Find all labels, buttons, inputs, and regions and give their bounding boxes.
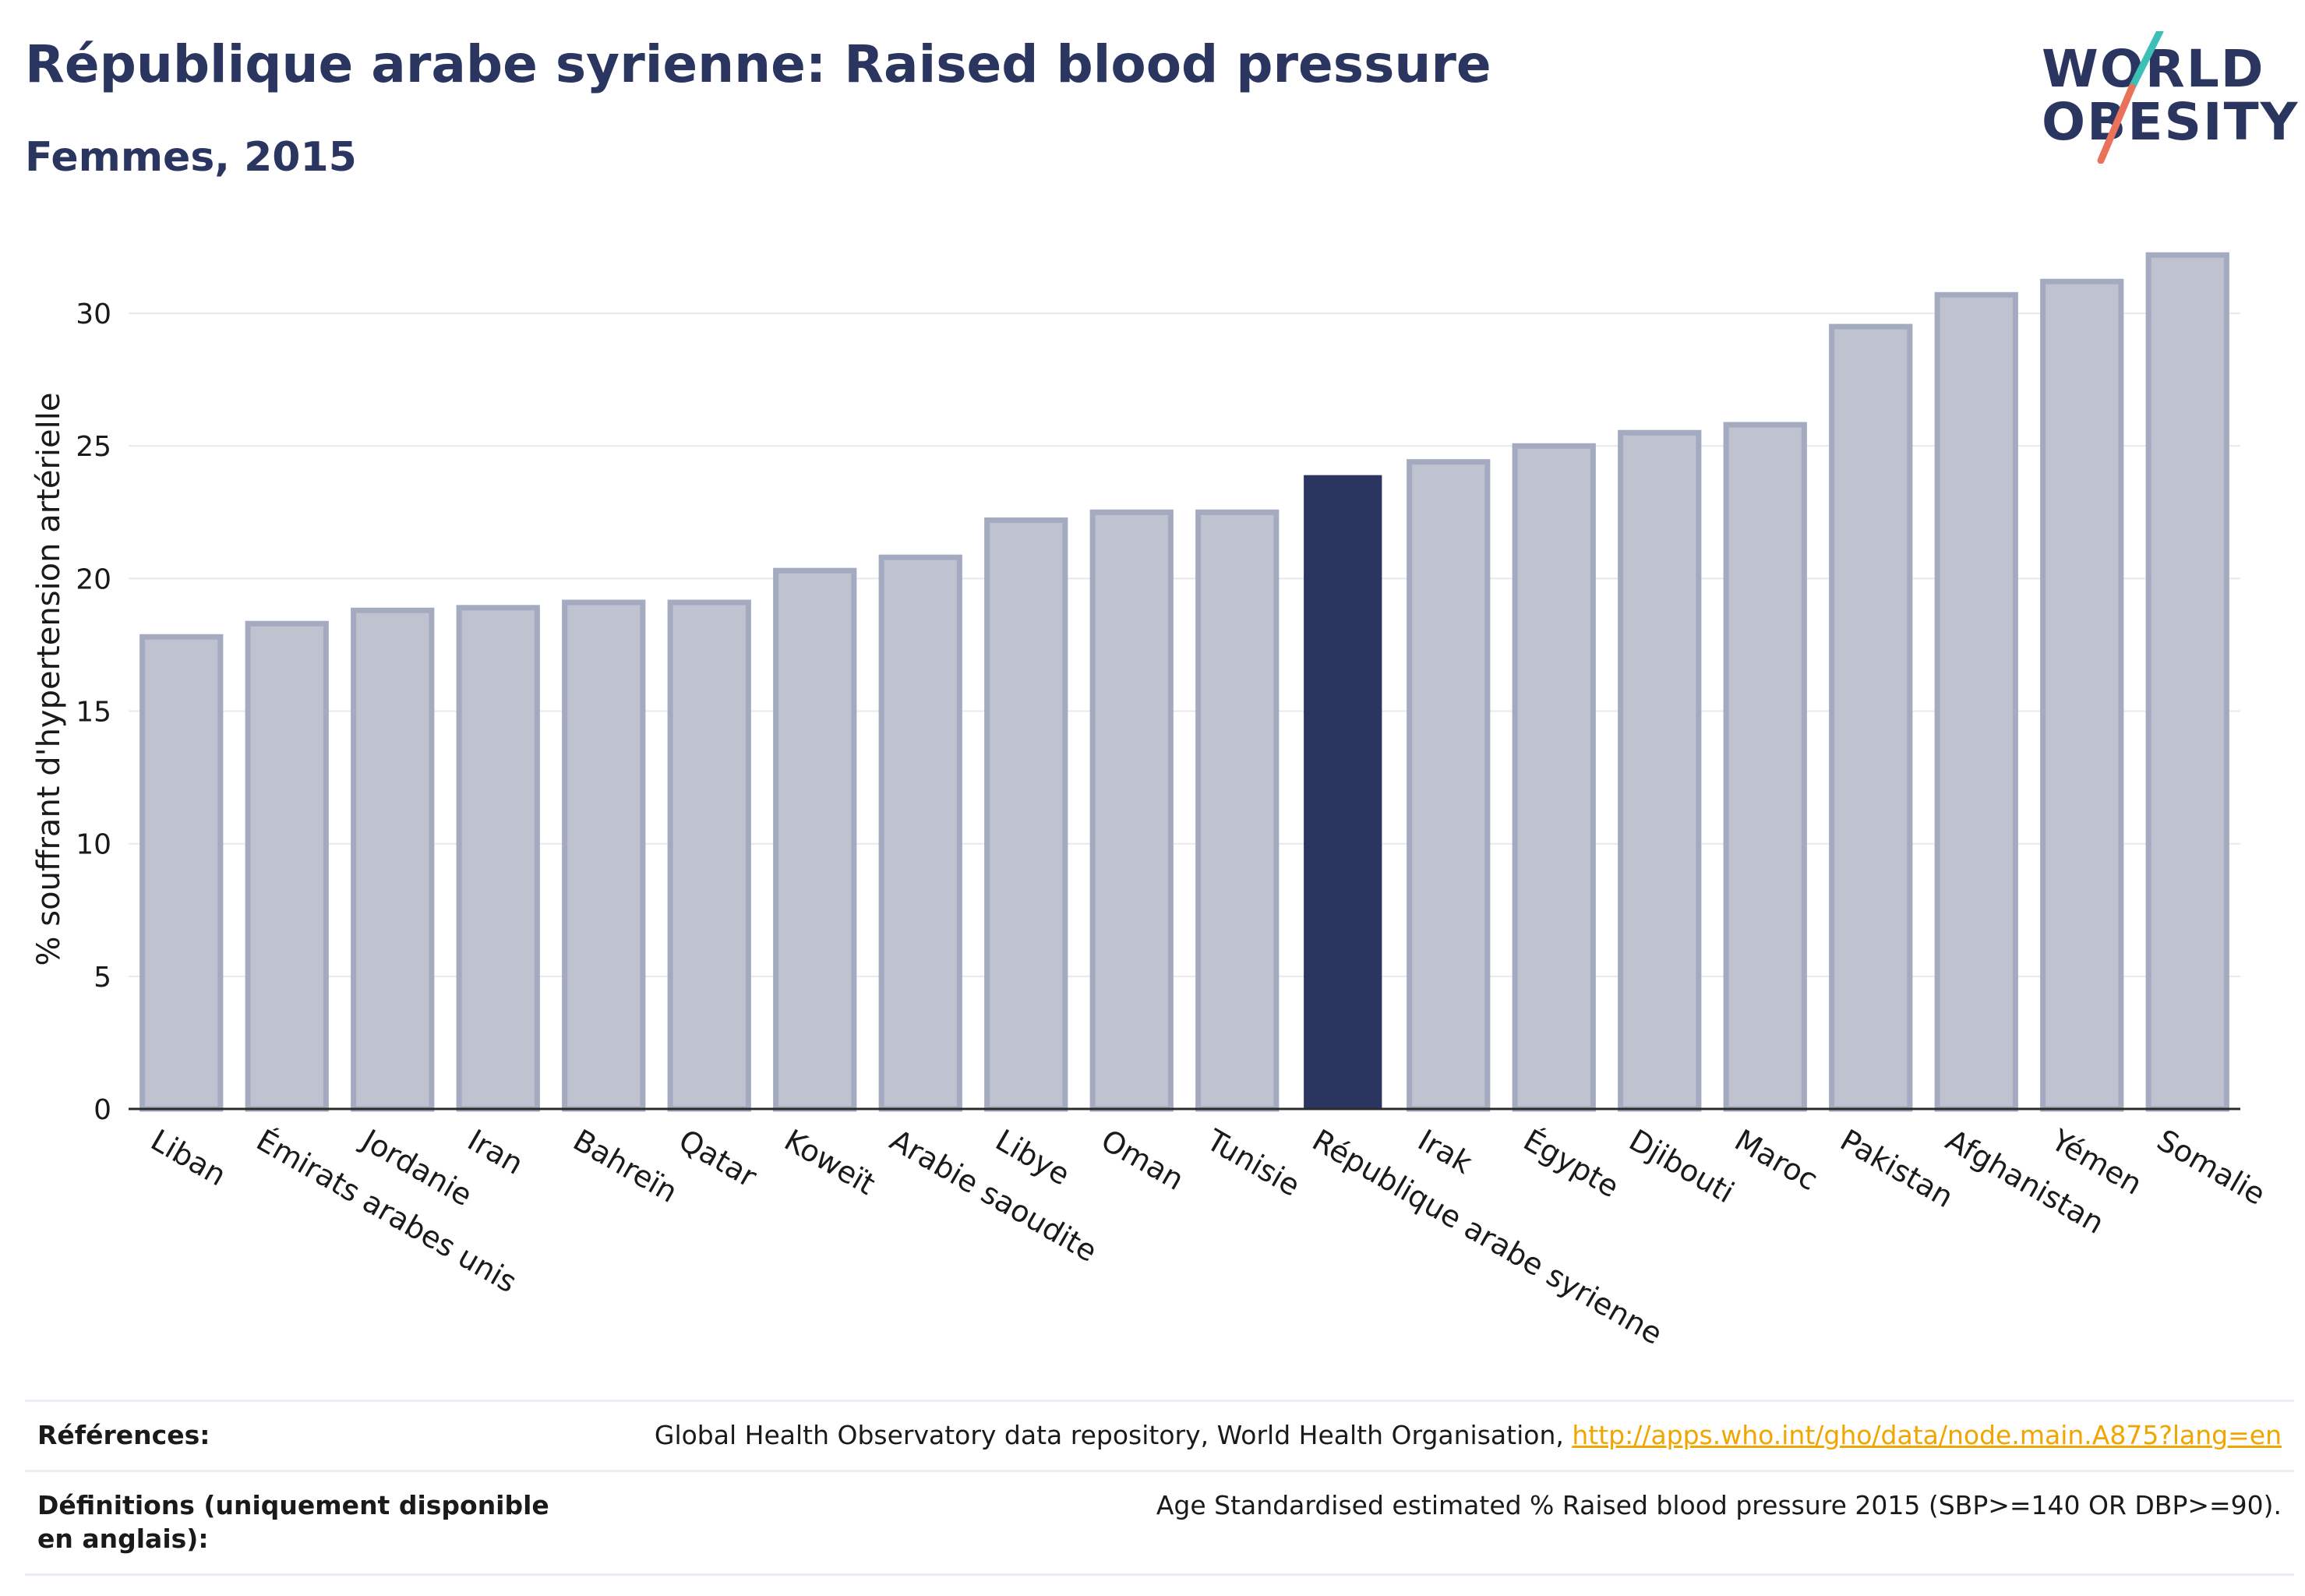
y-tick-label: 20 — [76, 563, 111, 595]
bar — [456, 605, 540, 1112]
bars — [139, 252, 2229, 1112]
bar — [1195, 509, 1280, 1112]
references-label: Références: — [37, 1420, 210, 1450]
chart-title: République arabe syrienne: Raised blood … — [25, 34, 1491, 94]
x-tick-label: Iran — [462, 1123, 529, 1181]
definitions-label: Définitions (uniquement disponible en an… — [37, 1489, 549, 1554]
bar — [2145, 252, 2229, 1112]
x-tick-label: Qatar — [673, 1123, 763, 1195]
x-tick-label: Irak — [1412, 1123, 1477, 1181]
bar — [984, 517, 1068, 1112]
footer-row-definitions: Définitions (uniquement disponible en an… — [25, 1469, 2294, 1576]
y-tick-label: 25 — [76, 431, 111, 463]
bar — [667, 599, 751, 1112]
bar — [2040, 278, 2124, 1112]
logo-slash-icon — [2097, 31, 2164, 164]
bar-highlighted — [1304, 475, 1382, 1109]
references-link[interactable]: http://apps.who.int/gho/data/node.main.A… — [1572, 1420, 2282, 1450]
y-tick-label: 10 — [76, 829, 111, 861]
bar — [1934, 291, 2018, 1112]
bar — [245, 620, 329, 1112]
definitions-value: Age Standardised estimated % Raised bloo… — [1156, 1489, 2282, 1520]
x-tick-label: Égypte — [1518, 1123, 1625, 1205]
y-tick-label: 5 — [94, 962, 111, 994]
bar — [1407, 459, 1491, 1112]
y-tick-label: 30 — [76, 298, 111, 330]
references-value: Global Health Observatory data repositor… — [655, 1419, 2282, 1453]
x-tick-label: Liban — [145, 1123, 231, 1193]
x-tick-label: République arabe syrienne — [1307, 1123, 1668, 1351]
x-tick-label: Oman — [1096, 1123, 1190, 1197]
footer-table: Références: Global Health Observatory da… — [25, 1400, 2294, 1576]
bar — [1512, 443, 1596, 1112]
logo-text-obesity: OBESITY — [2042, 92, 2300, 152]
x-tick-label: Bahreïn — [567, 1123, 683, 1209]
bar — [562, 599, 646, 1112]
bar — [139, 634, 224, 1112]
y-axis-label: % souffrant d'hypertension artérielle — [31, 393, 67, 966]
chart-subtitle: Femmes, 2015 — [25, 134, 357, 181]
bar — [878, 554, 962, 1112]
bar — [351, 607, 435, 1112]
x-tick-label: Tunisie — [1200, 1122, 1305, 1203]
world-obesity-logo: WORLD OBESITY — [2042, 31, 2297, 164]
y-tick-label: 0 — [94, 1094, 111, 1126]
grid-lines — [129, 312, 2240, 977]
x-tick-label: Pakistan — [1834, 1123, 1959, 1215]
bar — [1829, 323, 1913, 1112]
bar — [1723, 422, 1807, 1112]
x-tick-label: Djibouti — [1623, 1123, 1740, 1210]
x-tick-label: Somalie — [2151, 1123, 2271, 1212]
bar — [1618, 429, 1702, 1112]
references-text: Global Health Observatory data repositor… — [654, 1420, 1573, 1450]
bar — [1089, 509, 1174, 1112]
x-tick-label: Koweït — [778, 1123, 881, 1202]
x-tick-label: Maroc — [1729, 1123, 1824, 1198]
bar — [773, 567, 857, 1112]
footer-row-references: Références: Global Health Observatory da… — [25, 1400, 2294, 1470]
y-tick-label: 15 — [76, 697, 111, 729]
